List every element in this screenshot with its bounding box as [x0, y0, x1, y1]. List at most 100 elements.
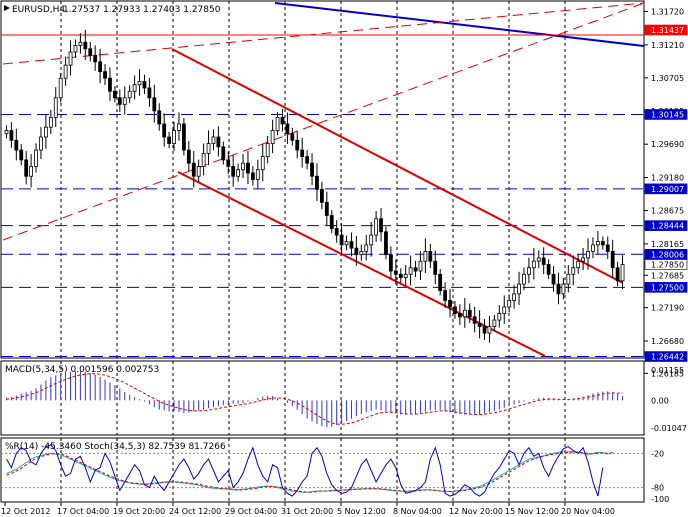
price-tag-label: 1.31437	[651, 26, 684, 35]
candlesticks	[4, 29, 625, 343]
price-tick-label: 1.27685	[651, 271, 684, 280]
candle-body	[551, 273, 556, 285]
time-tick-label: 5 Nov 12:00	[337, 507, 386, 516]
macd-indicator: 0.01155 0.00 -0.01047	[5, 366, 687, 433]
macd-signal-line	[6, 373, 623, 425]
upper-dashed-channel-line	[2, 2, 645, 65]
candle-body	[305, 156, 310, 164]
macd-tick-label: 0.00	[651, 396, 669, 405]
candle-body	[265, 143, 270, 158]
candle-body	[285, 123, 290, 135]
candle-body	[196, 166, 201, 177]
macd-panel	[0, 360, 645, 436]
candle-body	[157, 110, 162, 125]
candle-body	[177, 123, 181, 131]
macd-tick-label: -0.01047	[651, 424, 687, 433]
candle-body	[512, 293, 517, 301]
price-tick-label: 1.28165	[651, 240, 684, 249]
time-tick-label: 17 Oct 04:00	[57, 507, 109, 516]
candle-body	[324, 201, 329, 216]
candle-body	[48, 116, 53, 128]
oscillator-indicator: -20 -80 -100	[1, 444, 669, 504]
candle-body	[561, 283, 566, 295]
candle-body	[14, 139, 19, 151]
candle-body	[275, 116, 280, 131]
candle-body	[536, 257, 541, 262]
candle-body	[457, 313, 462, 318]
price-tag-label: 1.30145	[651, 110, 684, 119]
candle-body	[142, 81, 147, 89]
candle-body	[453, 306, 457, 314]
time-tick-label: 19 Oct 20:00	[113, 507, 165, 516]
candle-body	[344, 241, 349, 246]
price-tag	[644, 220, 688, 231]
candle-body	[379, 218, 383, 233]
price-tag-label: 1.27850	[651, 260, 684, 269]
candle-body	[571, 267, 576, 275]
candle-body	[418, 260, 423, 272]
candle-body	[472, 316, 477, 324]
time-tick-label: 12 Oct 2012	[1, 507, 50, 516]
time-tick-label: 31 Oct 20:00	[281, 507, 333, 516]
candle-body	[4, 130, 9, 135]
candle-body	[181, 123, 186, 151]
price-tick-label: 1.26185	[651, 369, 684, 378]
candle-body	[108, 77, 112, 92]
price-panel	[0, 0, 645, 359]
time-tick-label: 8 Nov 04:00	[393, 507, 442, 516]
candle-body	[615, 267, 620, 282]
candle-body	[295, 139, 300, 151]
candle-body	[103, 71, 107, 79]
price-tag-label: 1.29007	[651, 185, 684, 194]
osc-tick-label: -100	[651, 495, 669, 504]
lower-dashed-channel-line	[2, 2, 644, 241]
price-tag-label: 1.26442	[651, 353, 684, 362]
candle-body	[586, 251, 590, 259]
candle-body	[73, 45, 78, 53]
candle-body	[88, 48, 93, 56]
price-tag	[644, 24, 688, 36]
price-tag	[644, 351, 688, 362]
price-tick-label: 1.29180	[651, 174, 684, 183]
candle-body	[477, 322, 482, 327]
candle-body	[502, 306, 507, 314]
candle-body	[448, 300, 452, 308]
candle-body	[364, 244, 369, 252]
candle-body	[206, 143, 211, 154]
price-tick-label: 1.30705	[651, 74, 684, 83]
ohlc-label: 1.27537 1.27933 1.27403 1.27850	[63, 5, 221, 15]
price-tag	[644, 282, 688, 293]
candle-body	[393, 270, 398, 275]
candle-body	[581, 257, 586, 262]
price-tick-label: 1.27190	[651, 304, 684, 313]
candle-body	[68, 51, 73, 66]
candle-body	[541, 257, 546, 265]
candle-body	[576, 260, 581, 269]
candle-body	[137, 81, 142, 86]
candle-body	[167, 136, 172, 144]
candle-body	[315, 175, 319, 190]
chart-header: EURUSD,H4 1.27537 1.27933 1.27403 1.2785…	[4, 5, 221, 15]
candle-body	[112, 90, 117, 99]
candle-body	[428, 251, 433, 262]
candle-body	[438, 273, 443, 292]
price-tick-label: 1.31210	[651, 41, 684, 50]
candle-body	[236, 169, 241, 177]
candle-body	[127, 90, 132, 99]
candle-body	[78, 41, 83, 46]
candle-body	[9, 130, 14, 141]
price-tag-label: 1.27500	[651, 283, 684, 292]
candle-body	[600, 241, 605, 246]
candle-body	[211, 136, 216, 144]
time-tick-label: 24 Oct 12:00	[169, 507, 221, 516]
price-tick-label: 1.31720	[651, 7, 684, 16]
candle-body	[24, 159, 29, 177]
candle-body	[482, 326, 487, 334]
channel-lower-line	[177, 171, 546, 357]
candle-body	[132, 84, 137, 92]
candle-body	[413, 267, 418, 272]
candle-body	[497, 313, 502, 321]
candle-body	[319, 188, 324, 203]
price-tag-label: 1.28444	[651, 222, 684, 231]
